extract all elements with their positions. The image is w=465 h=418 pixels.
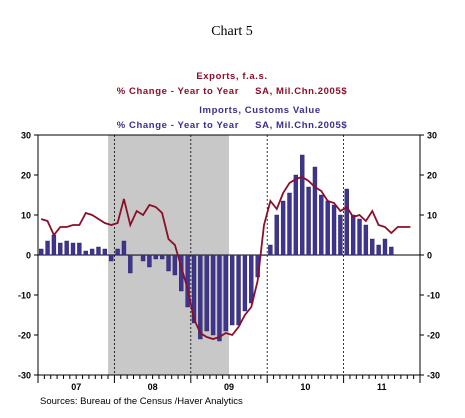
imports-bar xyxy=(287,192,292,256)
imports-bar xyxy=(128,254,133,274)
imports-bar xyxy=(370,238,375,256)
imports-bar xyxy=(382,238,388,256)
imports-bar xyxy=(338,214,343,256)
imports-bar xyxy=(280,200,286,256)
imports-bar xyxy=(242,254,248,312)
imports-bar xyxy=(300,154,305,256)
legend-exports-unit: % Change - Year to Year SA, Mil.Chn.2005… xyxy=(117,86,348,97)
imports-bar xyxy=(350,214,356,256)
y-tick-label-right: 20 xyxy=(427,171,437,181)
y-tick-label-left: 10 xyxy=(21,211,31,221)
y-axis-ticks: -30 -30 -20 -20 -10 -10 0 0 10 10 20 20 30 30 xyxy=(18,131,440,381)
imports-bar xyxy=(64,240,69,256)
imports-bar xyxy=(389,246,394,256)
imports-bar xyxy=(77,242,82,256)
imports-bars xyxy=(39,154,394,342)
x-tick-label: 09 xyxy=(224,382,234,392)
y-tick-label-right: 30 xyxy=(427,131,437,141)
y-tick-label-left: -20 xyxy=(18,331,31,341)
imports-bar xyxy=(325,200,330,256)
imports-bar xyxy=(261,254,267,256)
legend-imports-name: Imports, Customs Value xyxy=(199,105,320,116)
imports-bar xyxy=(134,254,139,256)
y-tick-label-left: -30 xyxy=(18,371,31,381)
imports-bar xyxy=(230,254,235,326)
imports-bar xyxy=(312,166,318,256)
imports-bar xyxy=(89,248,95,256)
imports-bar xyxy=(357,218,362,256)
imports-bar xyxy=(166,254,171,272)
imports-bar xyxy=(217,254,222,342)
imports-bar xyxy=(306,186,311,256)
gridlines xyxy=(38,135,420,375)
imports-bar xyxy=(210,254,216,336)
y-tick-label-left: 30 xyxy=(21,131,31,141)
imports-bar xyxy=(159,254,165,260)
x-tick-label: 10 xyxy=(300,382,310,392)
imports-bar xyxy=(153,254,158,260)
imports-bar xyxy=(147,254,152,268)
imports-bar xyxy=(96,246,101,256)
imports-bar xyxy=(274,214,279,256)
x-tick-label: 08 xyxy=(148,382,158,392)
imports-bar xyxy=(172,254,178,276)
imports-bar xyxy=(140,254,146,262)
legend-imports-unit: % Change - Year to Year SA, Mil.Chn.2005… xyxy=(117,120,348,131)
imports-bar xyxy=(39,248,44,256)
imports-bar xyxy=(198,254,203,340)
imports-bar xyxy=(109,254,114,262)
imports-bar xyxy=(236,254,241,326)
y-tick-label-right: -30 xyxy=(427,371,440,381)
imports-bar xyxy=(102,248,108,256)
exports-line xyxy=(40,176,411,340)
y-tick-label-right: 10 xyxy=(427,211,437,221)
x-axis-ticks: 07 08 09 10 11 xyxy=(37,375,421,392)
y-tick-label-right: -20 xyxy=(427,331,440,341)
imports-bar xyxy=(363,224,369,256)
imports-bar xyxy=(191,254,197,324)
imports-bar xyxy=(331,204,337,256)
imports-bar xyxy=(293,174,299,256)
x-tick-label: 07 xyxy=(71,382,81,392)
imports-bar xyxy=(249,254,254,304)
imports-bar xyxy=(344,188,349,256)
imports-bar xyxy=(45,240,50,256)
y-tick-label-right: -10 xyxy=(427,291,440,301)
imports-bar xyxy=(204,254,209,332)
imports-bar xyxy=(319,194,324,256)
imports-bar xyxy=(121,240,127,256)
y-tick-label-left: -10 xyxy=(18,291,31,301)
chart-title: Chart 5 xyxy=(211,24,253,39)
y-tick-label-left: 0 xyxy=(26,251,31,261)
imports-bar xyxy=(83,250,88,256)
imports-bar xyxy=(70,242,76,256)
y-tick-label-right: 0 xyxy=(427,251,432,261)
x-tick-label: 11 xyxy=(377,382,387,392)
imports-bar xyxy=(58,242,63,256)
imports-bar xyxy=(51,234,57,256)
y-tick-label-left: 20 xyxy=(21,171,31,181)
imports-bar xyxy=(268,244,273,256)
imports-bar xyxy=(376,244,381,256)
legend-exports-name: Exports, f.a.s. xyxy=(196,71,267,82)
imports-bar xyxy=(223,254,228,332)
imports-bar xyxy=(115,248,120,256)
source-note: Sources: Bureau of the Census /Haver Ana… xyxy=(40,396,243,407)
